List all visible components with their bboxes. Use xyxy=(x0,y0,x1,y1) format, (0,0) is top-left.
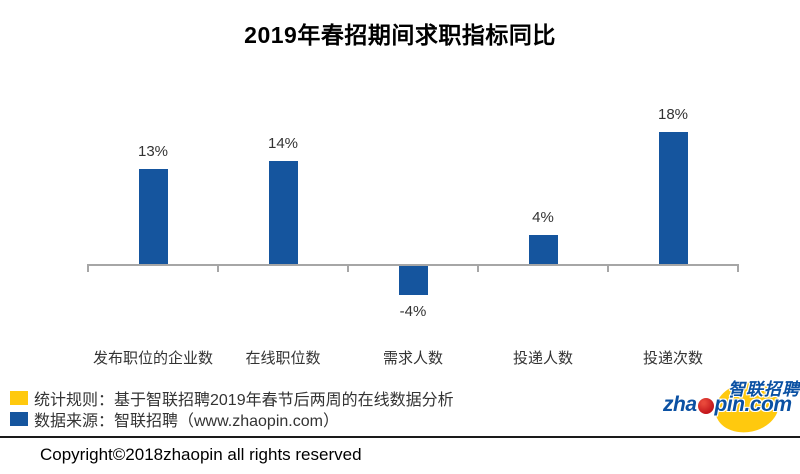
legend-label: 数据来源：智联招聘（www.zhaopin.com） xyxy=(34,412,339,430)
axis-tick-4 xyxy=(607,264,609,272)
axis-tick-0 xyxy=(87,264,89,272)
bar-4 xyxy=(658,132,688,264)
bar-2 xyxy=(398,266,428,295)
category-label-1: 在线职位数 xyxy=(245,350,321,367)
category-label-2: 需求人数 xyxy=(382,350,443,367)
logo-wordmark: zha pin.com xyxy=(663,393,792,417)
category-label-0: 发布职位的企业数 xyxy=(92,350,213,367)
chart-title: 2019年春招期间求职指标同比 xyxy=(244,22,556,48)
axis-tick-5 xyxy=(737,264,739,272)
category-axis-labels: 发布职位的企业数 在线职位数 需求人数 投递人数 投递次数 xyxy=(88,347,738,368)
copyright-text: Copyright©2018zhaopin all rights reserve… xyxy=(40,445,362,464)
axis-tick-3 xyxy=(477,264,479,272)
axis-tick-1 xyxy=(217,264,219,272)
legend-swatch-yellow xyxy=(10,390,28,405)
bar-1 xyxy=(268,161,298,264)
axis-tick-2 xyxy=(347,264,349,272)
legend-item-rules: 统计规则：基于智联招聘2019年春节后两周的在线数据分析 xyxy=(10,387,454,409)
bar-value-label-2: -4% xyxy=(399,303,427,320)
bar-value-label-4: 18% xyxy=(657,106,689,123)
legend-label: 统计规则：基于智联招聘2019年春节后两周的在线数据分析 xyxy=(34,391,454,409)
bar-value-label-3: 4% xyxy=(532,209,554,226)
logo-wordmark-post: pin.com xyxy=(714,393,793,416)
footer-divider xyxy=(0,436,800,438)
bar-chart: 13% 14% -4% 4% 18% xyxy=(87,100,740,340)
legend-swatch-blue xyxy=(10,411,28,426)
category-label-3: 投递人数 xyxy=(512,350,573,367)
legend-item-source: 数据来源：智联招聘（www.zhaopin.com） xyxy=(10,408,454,430)
category-label-4: 投递次数 xyxy=(642,350,703,367)
logo-chinese-text: 智联招聘 xyxy=(728,380,800,399)
x-axis-line xyxy=(88,264,739,266)
bar-3 xyxy=(528,235,558,264)
bar-value-label-0: 13% xyxy=(137,143,169,160)
logo-wordmark-pre: zha xyxy=(663,393,697,416)
bar-value-label-1: 14% xyxy=(267,135,299,152)
legend: 统计规则：基于智联招聘2019年春节后两周的在线数据分析 数据来源：智联招聘（w… xyxy=(10,387,454,430)
zhaopin-logo: 智联招聘 zha pin.com xyxy=(663,370,800,439)
bar-0 xyxy=(138,169,168,264)
logo-red-dot-icon xyxy=(697,398,714,414)
